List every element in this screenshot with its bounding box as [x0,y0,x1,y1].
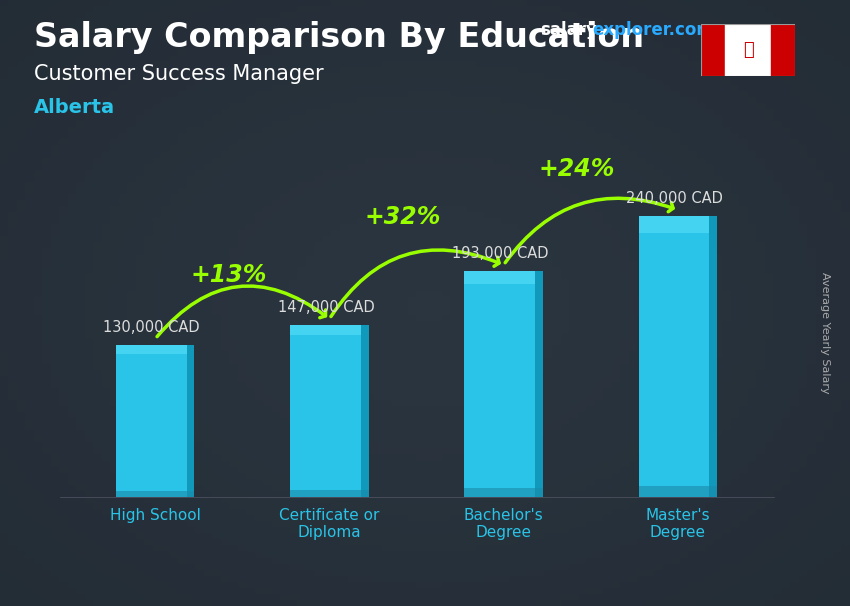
Text: explorer.com: explorer.com [592,21,714,39]
FancyBboxPatch shape [290,490,369,497]
Text: 147,000 CAD: 147,000 CAD [278,301,374,315]
Bar [724,24,772,76]
FancyBboxPatch shape [116,491,195,497]
FancyBboxPatch shape [464,488,543,497]
FancyBboxPatch shape [638,216,717,497]
Text: Customer Success Manager: Customer Success Manager [34,64,324,84]
Text: 🍁: 🍁 [743,41,753,59]
FancyBboxPatch shape [709,216,717,497]
Text: 130,000 CAD: 130,000 CAD [104,320,200,335]
Text: +13%: +13% [190,263,267,287]
Bar [701,24,724,76]
FancyBboxPatch shape [187,345,195,497]
Text: Average Yearly Salary: Average Yearly Salary [820,273,830,394]
Text: 193,000 CAD: 193,000 CAD [452,247,548,261]
Text: Salary Comparison By Education: Salary Comparison By Education [34,21,644,54]
FancyBboxPatch shape [535,271,543,497]
FancyBboxPatch shape [116,345,195,497]
FancyBboxPatch shape [290,325,369,335]
Text: +32%: +32% [365,205,441,230]
Text: Alberta: Alberta [34,98,115,117]
Text: 240,000 CAD: 240,000 CAD [626,191,722,207]
FancyBboxPatch shape [290,325,369,497]
FancyBboxPatch shape [464,271,543,497]
FancyBboxPatch shape [116,345,195,354]
FancyBboxPatch shape [464,271,543,284]
FancyBboxPatch shape [360,325,369,497]
Text: +24%: +24% [539,156,615,181]
FancyBboxPatch shape [638,216,717,233]
Text: salary: salary [540,21,597,39]
FancyBboxPatch shape [638,485,717,497]
Bar [772,24,795,76]
